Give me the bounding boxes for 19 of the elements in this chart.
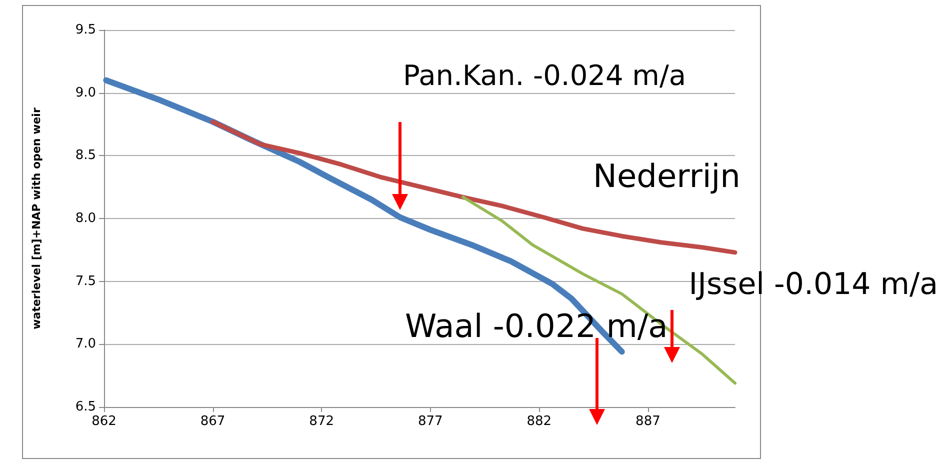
y-tick-label: 9.0 (75, 85, 96, 100)
line-series (210, 119, 738, 255)
y-tick-label: 7.5 (75, 274, 96, 289)
x-tick-label: 862 (92, 414, 116, 429)
y-axis-title: waterlevel [m]+NAP with open weir (30, 107, 43, 330)
annotation: Nederrijn (593, 157, 740, 195)
x-tick-label: 877 (418, 414, 443, 429)
y-tick-label: 6.5 (75, 400, 96, 414)
y-tick-label: 9.5 (75, 22, 96, 38)
x-tick-label: 887 (636, 414, 660, 429)
x-tick-label: 867 (200, 414, 226, 429)
annotation: Pan.Kan. -0.024 m/a (403, 59, 686, 92)
x-tick-label: 882 (526, 414, 552, 429)
y-tick-label: 8.5 (75, 148, 96, 164)
y-tick-label: 8.0 (75, 211, 96, 226)
annotation: IJssel -0.014 m/a (688, 267, 938, 302)
y-tick-label: 7.0 (75, 336, 96, 352)
annotation: Waal -0.022 m/a (405, 307, 668, 345)
x-tick-label: 872 (309, 414, 334, 429)
